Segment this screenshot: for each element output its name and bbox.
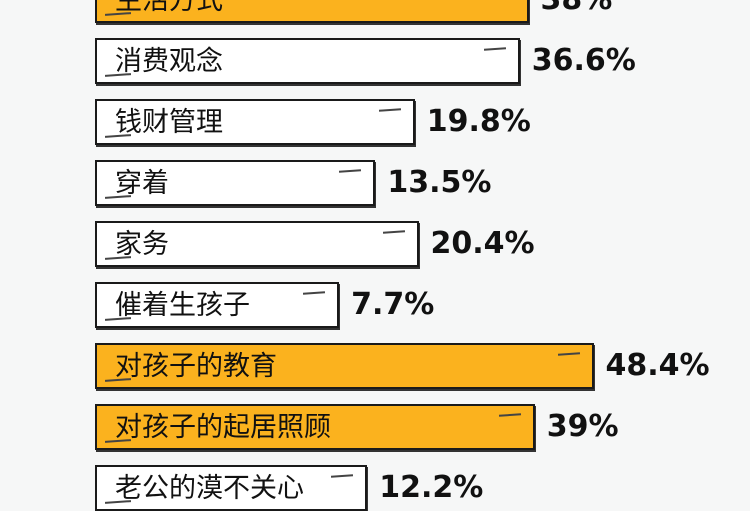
bar-6: 对孩子的教育 (95, 343, 594, 389)
bar-label: 消费观念 (115, 46, 223, 77)
value-label: 19.8% (426, 104, 531, 139)
bar-3: 穿着 (95, 160, 376, 206)
bar-2: 钱财管理 (95, 99, 415, 145)
value-label: 36.6% (531, 43, 636, 78)
bar-4: 家务 (95, 221, 419, 267)
sketch-stroke-icon (331, 474, 354, 478)
value-label: 48.4% (605, 348, 710, 383)
bar-chart: 生活方式 38% 消费观念 36.6% 钱财管理 19.8% 穿着 13.5% 家务 20.4% 催… (95, 0, 710, 511)
sketch-stroke-icon (498, 413, 521, 417)
sketch-stroke-icon (378, 108, 401, 112)
sketch-stroke-icon (382, 230, 405, 234)
bar-5: 催着生孩子 (95, 282, 340, 328)
sketch-stroke-icon (483, 47, 506, 51)
bar-label: 对孩子的教育 (115, 351, 277, 382)
bar-0: 生活方式 (95, 0, 529, 23)
value-label: 39% (546, 409, 619, 444)
bar-8: 老公的漠不关心 (95, 465, 368, 511)
sketch-stroke-icon (557, 352, 580, 356)
bar-label: 生活方式 (115, 0, 223, 16)
value-label: 12.2% (379, 470, 484, 505)
bar-label: 穿着 (115, 168, 169, 199)
sketch-stroke-icon (339, 169, 362, 173)
value-label: 38% (541, 0, 613, 23)
bar-label: 家务 (115, 229, 169, 260)
bar-label: 老公的漠不关心 (115, 473, 304, 504)
value-label: 13.5% (387, 165, 492, 200)
bar-label: 催着生孩子 (115, 290, 250, 321)
bar-1: 消费观念 (95, 38, 520, 84)
sketch-stroke-icon (303, 291, 326, 295)
value-label: 7.7% (351, 287, 435, 322)
bar-7: 对孩子的起居照顾 (95, 404, 535, 450)
value-label: 20.4% (430, 226, 535, 261)
bar-label: 钱财管理 (115, 107, 223, 138)
bar-label: 对孩子的起居照顾 (115, 412, 331, 443)
